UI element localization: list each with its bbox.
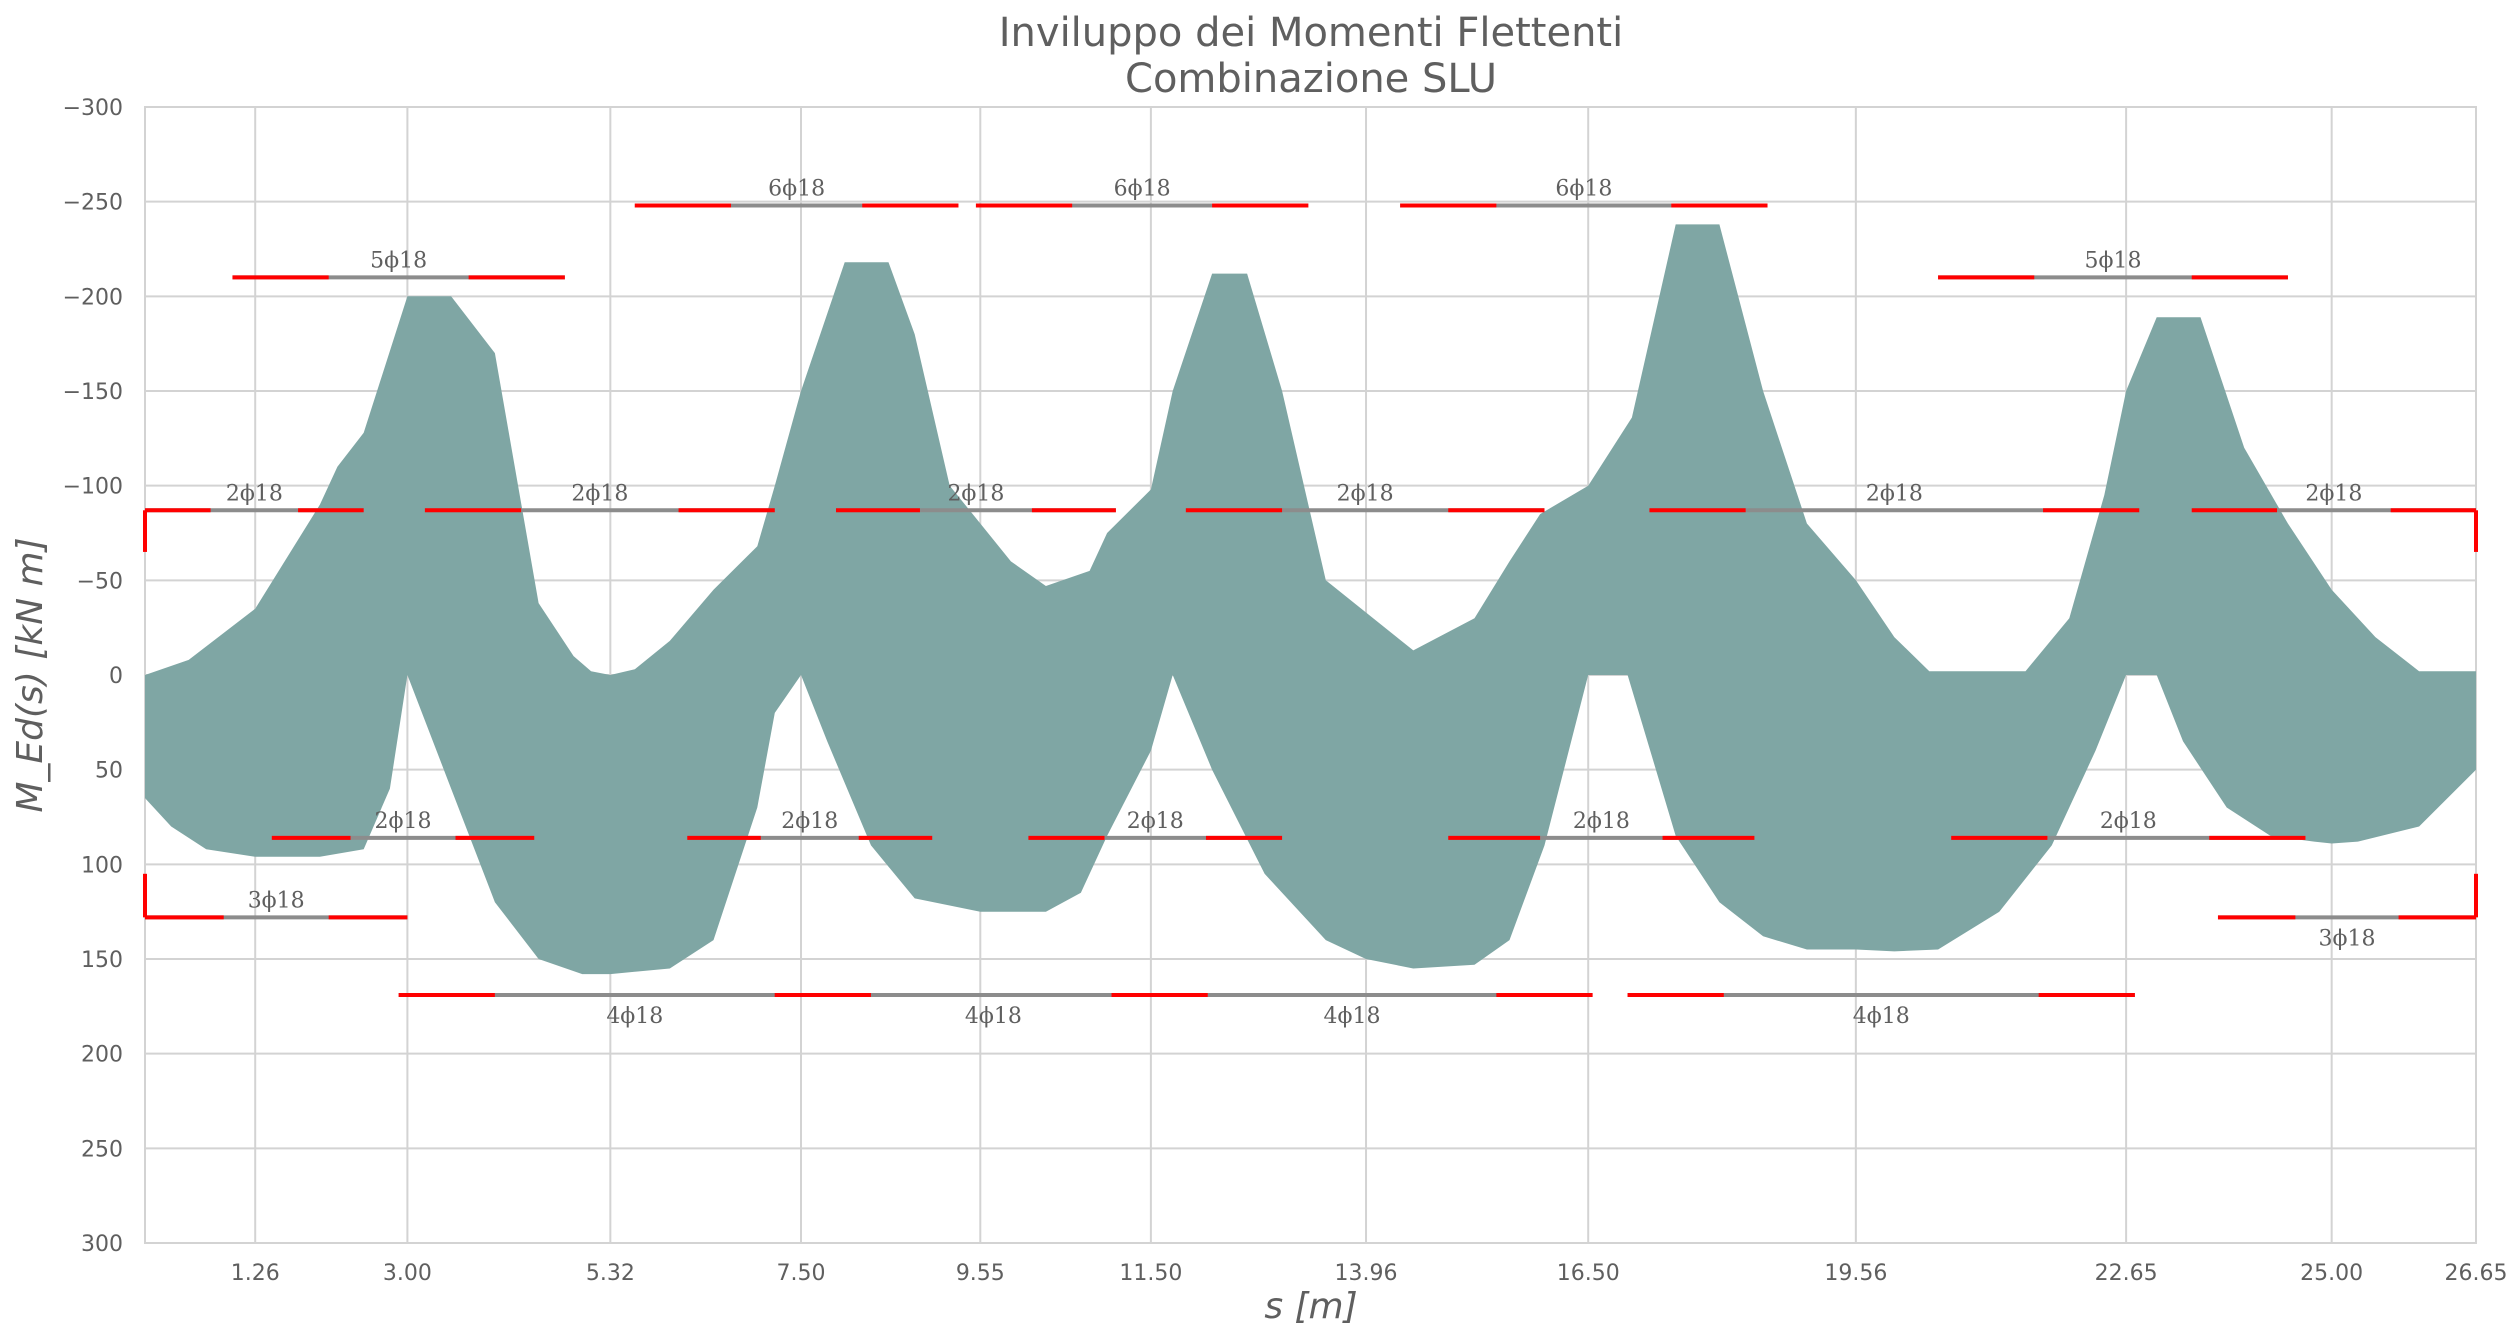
moment-envelope-area [145,224,2476,975]
rebar-label: 6ϕ18 [768,176,825,201]
rebar-label: 6ϕ18 [1114,176,1171,201]
rebar-layer: 5ϕ18 6ϕ18 6ϕ18 6ϕ18 5ϕ18 2ϕ18 2ϕ18 2ϕ18 2ϕ18 2ϕ18… [143,176,2478,1029]
rebar-label: 2ϕ18 [226,481,283,506]
rebar-label: 4ϕ18 [606,1004,663,1029]
x-tick-label: 22.65 [2095,1261,2158,1286]
rebar-label: 2ϕ18 [947,481,1004,506]
y-tick-label: 250 [81,1137,123,1162]
chart-title: Inviluppo dei Momenti Flettenti [999,10,1623,56]
y-tick-label: −50 [77,569,123,594]
y-tick-label: −250 [63,191,123,216]
rebar-label: 4ϕ18 [1324,1004,1381,1029]
x-tick-label: 1.26 [231,1261,280,1286]
y-tick-label: −150 [63,380,123,405]
rebar-label: 2ϕ18 [781,809,838,834]
rebar-label: 2ϕ18 [2100,809,2157,834]
x-tick-label: 19.56 [1824,1261,1887,1286]
x-tick-label: 3.00 [383,1261,432,1286]
y-tick-label: 150 [81,948,123,973]
y-tick-label: 100 [81,853,123,878]
rebar-label: 3ϕ18 [2318,926,2375,951]
rebar-label: 5ϕ18 [370,248,427,273]
rebar-label: 4ϕ18 [1853,1004,1910,1029]
x-tick-label: 26.65 [2445,1261,2508,1286]
y-tick-label: −300 [63,96,123,121]
rebar-label: 2ϕ18 [1866,481,1923,506]
rebar-label: 5ϕ18 [2085,248,2142,273]
rebar-label: 2ϕ18 [1337,481,1394,506]
y-tick-label: −100 [63,475,123,500]
y-tick-label: 50 [95,759,123,784]
x-tick-label: 16.50 [1557,1261,1620,1286]
y-axis-label: M_Ed(s) [kN m] [10,537,51,812]
rebar-label: 2ϕ18 [2305,481,2362,506]
x-tick-label: 13.96 [1335,1261,1398,1286]
rebar-label: 2ϕ18 [571,481,628,506]
x-tick-label: 9.55 [956,1261,1005,1286]
y-tick-label: −200 [63,285,123,310]
x-tick-label: 5.32 [586,1261,635,1286]
x-tick-label: 25.00 [2300,1261,2363,1286]
rebar-label: 6ϕ18 [1555,176,1612,201]
chart-subtitle: Combinazione SLU [1125,56,1497,102]
rebar-label: 2ϕ18 [375,809,432,834]
x-tick-label: 7.50 [777,1261,826,1286]
rebar-label: 2ϕ18 [1573,809,1630,834]
rebar-label: 2ϕ18 [1127,809,1184,834]
x-tick-label: 11.50 [1119,1261,1182,1286]
axis-layer: 1.26 3.00 5.32 7.50 9.55 11.50 13.96 16.50 19.56… [63,96,2508,1286]
y-tick-label: 300 [81,1232,123,1257]
rebar-label: 4ϕ18 [965,1004,1022,1029]
x-axis-label: s [m] [1264,1286,1357,1327]
rebar-label: 3ϕ18 [248,888,305,913]
y-tick-label: 0 [109,664,123,689]
y-tick-label: 200 [81,1043,123,1068]
envelope-area-layer [145,224,2476,975]
